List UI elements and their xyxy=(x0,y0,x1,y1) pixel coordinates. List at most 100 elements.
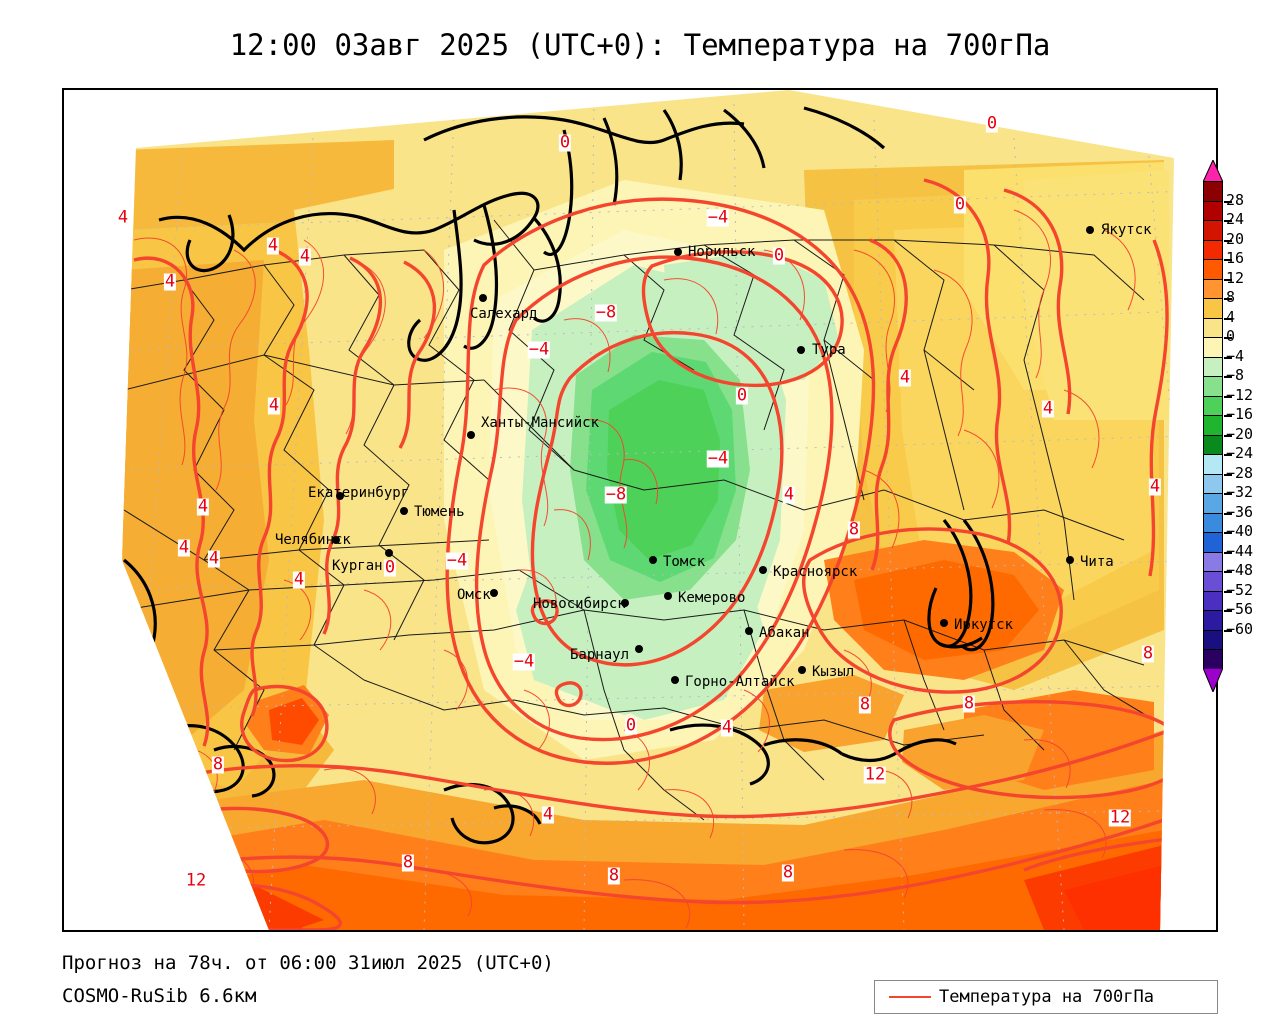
colorbar-tick-mark xyxy=(1224,220,1232,223)
contour-label: 0 xyxy=(735,385,749,406)
colorbar-band xyxy=(1204,650,1222,670)
colorbar-tick-mark xyxy=(1224,571,1232,574)
city-label: Салехард xyxy=(470,306,538,322)
colorbar-tick-label: −48 xyxy=(1226,561,1254,580)
colorbar-tick-label: −44 xyxy=(1226,541,1254,560)
colorbar-band xyxy=(1204,221,1222,241)
coastline xyxy=(122,106,995,845)
temperature-field xyxy=(122,90,1174,930)
colorbar-band xyxy=(1204,552,1222,573)
contour-label: −4 xyxy=(527,339,551,360)
city-marker xyxy=(635,645,643,653)
colorbar-band xyxy=(1204,377,1222,397)
contour-label: 8 xyxy=(781,862,795,883)
colorbar-band xyxy=(1204,513,1222,534)
colorbar-tick-label: −20 xyxy=(1226,424,1254,443)
city-label: Омск xyxy=(457,587,491,603)
contour-label: 4 xyxy=(898,367,912,388)
city-marker xyxy=(745,627,753,635)
colorbar-band xyxy=(1204,474,1222,495)
contour-label: −8 xyxy=(594,302,618,323)
city-marker xyxy=(797,346,805,354)
contour-label: 8 xyxy=(211,754,225,775)
colorbar-tick-label: 20 xyxy=(1226,229,1245,248)
colorbar-tick-label: −60 xyxy=(1226,619,1254,638)
colorbar-tick-mark xyxy=(1224,434,1232,437)
colorbar-tick-mark xyxy=(1224,610,1232,613)
contour-label: 8 xyxy=(607,865,621,886)
weather-map[interactable]: Норильск Салехард Тура Якутск Ханты-Мансийск… xyxy=(62,88,1218,932)
colorbar-tick-mark xyxy=(1224,317,1232,320)
colorbar-tick-label: 4 xyxy=(1226,307,1236,326)
colorbar-tick-mark xyxy=(1224,200,1232,203)
colorbar-tick-label: −40 xyxy=(1226,522,1254,541)
contour-label: 4 xyxy=(720,717,734,738)
contour-label: 4 xyxy=(177,537,191,558)
colorbar-band xyxy=(1204,572,1222,592)
colorbar-top-arrow xyxy=(1203,160,1223,182)
contour-label: 4 xyxy=(782,484,796,505)
colorbar-tick-mark xyxy=(1224,532,1232,535)
city-marker xyxy=(940,619,948,627)
city-marker xyxy=(490,589,498,597)
contour-label: 0 xyxy=(624,715,638,736)
contour-label: 8 xyxy=(847,519,861,540)
city-marker xyxy=(467,431,475,439)
colorbar-band xyxy=(1204,240,1222,261)
contour-label: −8 xyxy=(604,484,628,505)
contour-label: 8 xyxy=(401,852,415,873)
city-label: Томск xyxy=(663,554,706,570)
colorbar[interactable] xyxy=(1203,181,1223,670)
contour-label: 0 xyxy=(558,132,572,153)
colorbar-band xyxy=(1204,279,1222,300)
colorbar-band xyxy=(1204,435,1222,456)
page-title: 12:00 03авг 2025 (UTC+0): Температура на… xyxy=(229,28,1051,62)
contour-label: −4 xyxy=(512,651,536,672)
colorbar-band xyxy=(1204,260,1222,280)
forecast-info-line: Прогноз на 78ч. от 06:00 31июл 2025 (UTC… xyxy=(62,952,554,974)
colorbar-tick-label: 12 xyxy=(1226,268,1245,287)
contour-label: 4 xyxy=(267,395,281,416)
colorbar-tick-label: 0 xyxy=(1226,327,1236,346)
contour-label: 4 xyxy=(541,804,555,825)
colorbar-tick-label: −24 xyxy=(1226,444,1254,463)
contour-label: 0 xyxy=(383,557,397,578)
colorbar-tick-mark xyxy=(1224,590,1232,593)
colorbar-tick-mark xyxy=(1224,454,1232,457)
colorbar-tick-label: −4 xyxy=(1226,346,1245,365)
colorbar-tick-label: 16 xyxy=(1226,249,1245,268)
city-label: Ханты-Мансийск xyxy=(481,415,600,431)
colorbar-tick-label: −16 xyxy=(1226,405,1254,424)
contour-label: −4 xyxy=(706,207,730,228)
city-marker xyxy=(332,536,340,544)
colorbar-band xyxy=(1204,396,1222,417)
contour-label: 8 xyxy=(1141,643,1155,664)
model-info-line: COSMO-RuSib 6.6км xyxy=(62,985,257,1007)
colorbar-tick-mark xyxy=(1224,415,1232,418)
city-label: Екатеринбург xyxy=(308,485,410,501)
contour-label: 4 xyxy=(196,496,210,517)
contour-label: 12 xyxy=(184,870,208,891)
city-marker xyxy=(336,492,344,500)
colorbar-band xyxy=(1204,455,1222,475)
city-marker xyxy=(621,599,629,607)
colorbar-tick-label: −56 xyxy=(1226,600,1254,619)
city-label: Красноярск xyxy=(773,564,858,580)
graticule xyxy=(122,99,1174,930)
city-label: Иркутск xyxy=(954,617,1014,633)
contour-label: 12 xyxy=(863,764,887,785)
colorbar-tick-label: 24 xyxy=(1226,210,1245,229)
colorbar-band xyxy=(1204,357,1222,378)
admin-borders xyxy=(123,219,1155,821)
colorbar-band xyxy=(1204,201,1222,222)
colorbar-band xyxy=(1204,611,1222,631)
city-label: Челябинск xyxy=(275,532,351,548)
colorbar-bottom-arrow xyxy=(1203,668,1223,692)
contour-label: 4 xyxy=(1148,476,1162,497)
colorbar-tick-label: −28 xyxy=(1226,463,1254,482)
contour-label: 8 xyxy=(962,693,976,714)
city-label: Горно-Алтайск xyxy=(685,674,795,690)
colorbar-tick-label: −52 xyxy=(1226,580,1254,599)
legend-label: Температура на 700гПа xyxy=(939,987,1154,1007)
major-isotherms xyxy=(122,178,1174,930)
